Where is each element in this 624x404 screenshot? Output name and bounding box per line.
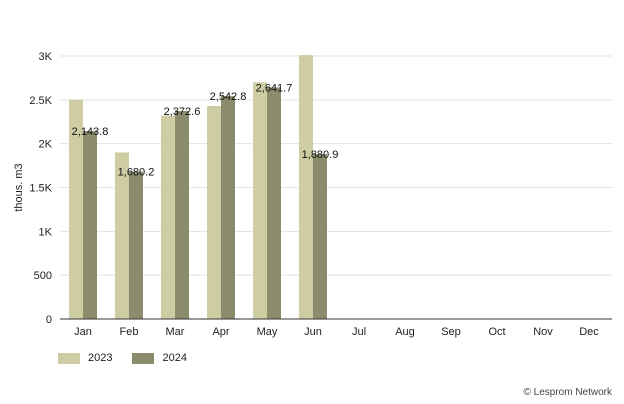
bar-2024-May[interactable]	[267, 87, 281, 319]
data-label-2024-Mar: 2,372.6	[164, 106, 201, 118]
gridlines	[60, 55, 612, 276]
data-label-2024-Jan: 2,143.8	[72, 126, 109, 138]
bar-2023-Mar[interactable]	[161, 115, 175, 319]
legend-item-2024[interactable]: 2024	[132, 352, 187, 364]
bar-2024-Jan[interactable]	[83, 131, 97, 319]
x-tick-label: Mar	[166, 326, 185, 338]
x-axis-ticks: Jan Feb Mar Apr May Jun Jul Aug Sep Oct Nov Dec	[74, 326, 599, 338]
legend-label-2023: 2023	[88, 352, 113, 364]
legend: 2023 2024	[58, 352, 187, 364]
x-tick-label: Jul	[352, 326, 366, 338]
bar-2024-Jun[interactable]	[313, 154, 327, 319]
data-label-2024-Jun: 1,880.9	[302, 149, 339, 161]
x-tick-label: Feb	[120, 326, 139, 338]
bar-2023-May[interactable]	[253, 82, 267, 319]
data-labels: 2,143.8 1,680.2 2,372.6 2,542.8 2,641.7 1,880…	[72, 82, 339, 178]
y-tick-label: 1.5K	[29, 183, 52, 195]
y-axis-title: thous. m3	[13, 163, 25, 211]
bar-2023-Jun[interactable]	[299, 55, 313, 320]
legend-swatch-2024	[132, 352, 155, 364]
data-label-2024-Apr: 2,542.8	[210, 91, 247, 103]
legend-label-2024: 2024	[162, 352, 187, 364]
x-tick-label: Jun	[304, 326, 322, 338]
y-axis-ticks: 0 500 1K 1.5K 2K 2.5K 3K	[29, 51, 52, 326]
bar-2024-Feb[interactable]	[129, 171, 143, 319]
y-tick-label: 2K	[39, 139, 53, 151]
y-tick-label: 500	[34, 270, 52, 282]
credit-text: © Lesprom Network	[523, 387, 612, 398]
x-tick-label: Aug	[395, 326, 415, 338]
x-tick-label: Nov	[533, 326, 553, 338]
bars	[69, 55, 327, 320]
x-tick-label: Dec	[579, 326, 599, 338]
x-tick-label: Sep	[441, 326, 461, 338]
x-tick-label: Apr	[212, 326, 229, 338]
legend-swatch-2023	[58, 352, 80, 364]
bar-2023-Apr[interactable]	[207, 105, 221, 319]
y-tick-label: 3K	[39, 51, 53, 63]
x-tick-label: Jan	[74, 326, 92, 338]
y-tick-label: 2.5K	[29, 95, 52, 107]
data-label-2024-May: 2,641.7	[256, 82, 293, 94]
bar-2024-Apr[interactable]	[221, 96, 235, 319]
x-tick-label: Oct	[488, 326, 505, 338]
bar-2023-Feb[interactable]	[115, 152, 129, 319]
legend-item-2023[interactable]: 2023	[58, 352, 112, 364]
bar-2024-Mar[interactable]	[175, 111, 189, 319]
bar-2023-Jan[interactable]	[69, 99, 83, 319]
data-label-2024-Feb: 1,680.2	[118, 167, 155, 179]
y-tick-label: 1K	[39, 226, 53, 238]
y-tick-label: 0	[46, 314, 52, 326]
x-tick-label: May	[257, 326, 278, 338]
